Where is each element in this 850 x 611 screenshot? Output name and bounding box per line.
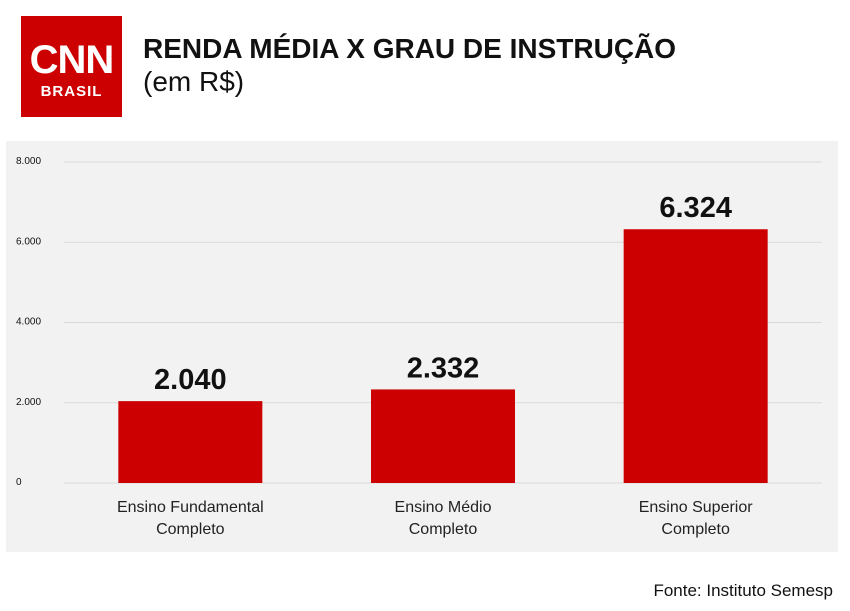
logo-main-text: CNN <box>29 38 115 82</box>
x-tick-label: Completo <box>661 521 730 538</box>
x-tick-label: Ensino Fundamental <box>117 499 264 516</box>
y-tick-label: 6.000 <box>16 236 41 247</box>
y-tick-label: 4.000 <box>16 317 41 328</box>
bar <box>623 229 768 483</box>
y-tick-label: 0 <box>16 477 22 488</box>
x-tick-label: Completo <box>409 521 478 538</box>
logo-sub-text: BRASIL <box>40 83 103 100</box>
bar-value-label: 2.040 <box>154 364 227 396</box>
y-tick-label: 8.000 <box>16 156 41 167</box>
chart-panel: 0 2.000 4.000 6.000 8.000 2.040 Ensino Fundame… <box>6 141 838 552</box>
cnn-brasil-logo: CNN BRASIL <box>21 16 122 117</box>
bar-value-label: 2.332 <box>407 352 480 384</box>
bar-chart: 0 2.000 4.000 6.000 8.000 2.040 Ensino Fundame… <box>16 156 822 538</box>
bar-value-label: 6.324 <box>659 192 732 224</box>
chart-title: RENDA MÉDIA X GRAU DE INSTRUÇÃO <box>143 33 677 64</box>
x-tick-label: Completo <box>156 521 225 538</box>
x-tick-label: Ensino Superior <box>639 499 754 516</box>
bar <box>118 401 263 483</box>
source-note: Fonte: Instituto Semesp <box>653 581 833 600</box>
x-tick-label: Ensino Médio <box>395 499 492 516</box>
bar <box>371 389 515 483</box>
y-tick-label: 2.000 <box>16 397 41 408</box>
chart-subtitle: (em R$) <box>143 66 245 97</box>
